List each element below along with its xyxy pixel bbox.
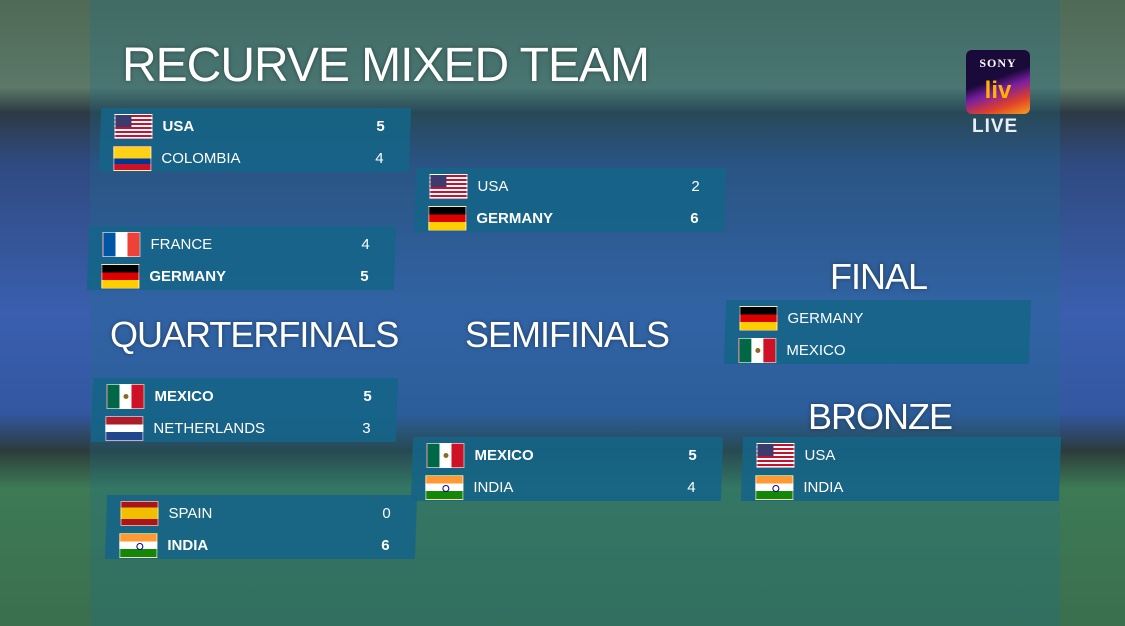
team-name: INDIA [473, 478, 514, 496]
team-name: GERMANY [149, 267, 227, 285]
team-name: SPAIN [168, 504, 213, 522]
sonyliv-logo: SONY liv [966, 50, 1030, 114]
bronze-match-1: USA INDIA [740, 437, 1062, 501]
team-score: 5 [688, 446, 697, 464]
team-row: FRANCE 4 [102, 230, 395, 258]
usa-flag-icon [429, 173, 468, 199]
team-score: 6 [690, 209, 699, 227]
team-row: SPAIN 0 [120, 499, 416, 527]
ger-flag-icon [428, 205, 467, 231]
mex-flag-icon [106, 383, 145, 409]
team-name: COLOMBIA [161, 149, 241, 167]
live-label: LIVE [972, 116, 1019, 137]
ind-flag-icon [119, 532, 158, 558]
team-name: USA [162, 117, 195, 135]
team-name: NETHERLANDS [153, 419, 266, 437]
team-score: 0 [382, 504, 391, 522]
semifinals-heading: SEMIFINALS [465, 314, 670, 355]
quarterfinals-heading: QUARTERFINALS [110, 314, 399, 355]
team-row: GERMANY [739, 304, 1030, 332]
mex-flag-icon [738, 337, 777, 363]
team-score: 3 [362, 419, 371, 437]
team-name: MEXICO [786, 341, 846, 359]
team-name: USA [804, 446, 836, 464]
quarterfinals-match-3: MEXICO 5 NETHERLANDS 3 [90, 378, 399, 442]
ind-flag-icon [755, 474, 794, 500]
quarterfinals-match-4: SPAIN 0 INDIA 6 [104, 495, 418, 559]
team-name: INDIA [803, 478, 844, 496]
team-row: MEXICO [738, 336, 1029, 364]
team-row: MEXICO 5 [106, 382, 397, 410]
team-row: COLOMBIA 4 [113, 144, 409, 172]
fra-flag-icon [102, 231, 141, 257]
ger-flag-icon [739, 305, 778, 331]
semifinals-match-1: USA 2 GERMANY 6 [413, 168, 727, 232]
ned-flag-icon [105, 415, 144, 441]
team-score: 4 [687, 478, 696, 496]
team-row: GERMANY 5 [101, 262, 394, 290]
team-score: 2 [691, 177, 700, 195]
team-row: INDIA 6 [119, 531, 415, 559]
ind-flag-icon [425, 474, 464, 500]
team-name: FRANCE [150, 235, 213, 253]
ger-flag-icon [101, 263, 140, 289]
team-row: GERMANY 6 [428, 204, 724, 232]
team-row: USA 5 [114, 112, 410, 140]
final-heading: FINAL [830, 256, 928, 297]
usa-flag-icon [114, 113, 153, 139]
semifinals-match-2: MEXICO 5 INDIA 4 [410, 437, 724, 501]
bronze-heading: BRONZE [808, 396, 953, 437]
quarterfinals-match-2: FRANCE 4 GERMANY 5 [86, 226, 397, 290]
team-row: USA 2 [429, 172, 725, 200]
esp-flag-icon [120, 500, 159, 526]
team-row: INDIA [755, 473, 1059, 501]
team-row: NETHERLANDS 3 [105, 414, 396, 442]
team-score: 5 [376, 117, 385, 135]
team-score: 5 [363, 387, 372, 405]
team-row: INDIA 4 [425, 473, 721, 501]
quarterfinals-match-1: USA 5 COLOMBIA 4 [98, 108, 412, 172]
usa-flag-icon [756, 442, 795, 468]
team-score: 5 [360, 267, 369, 285]
team-name: GERMANY [476, 209, 554, 227]
team-score: 6 [381, 536, 390, 554]
team-name: INDIA [167, 536, 209, 554]
team-name: GERMANY [787, 309, 864, 327]
col-flag-icon [113, 145, 152, 171]
team-score: 4 [361, 235, 370, 253]
team-score: 4 [375, 149, 384, 167]
team-name: MEXICO [474, 446, 534, 464]
team-name: MEXICO [154, 387, 214, 405]
team-row: MEXICO 5 [426, 441, 722, 469]
mex-flag-icon [426, 442, 465, 468]
page-title: RECURVE MIXED TEAM [122, 39, 650, 92]
team-name: USA [477, 177, 509, 195]
final-match-1: GERMANY MEXICO [723, 300, 1032, 364]
team-row: USA [756, 441, 1060, 469]
